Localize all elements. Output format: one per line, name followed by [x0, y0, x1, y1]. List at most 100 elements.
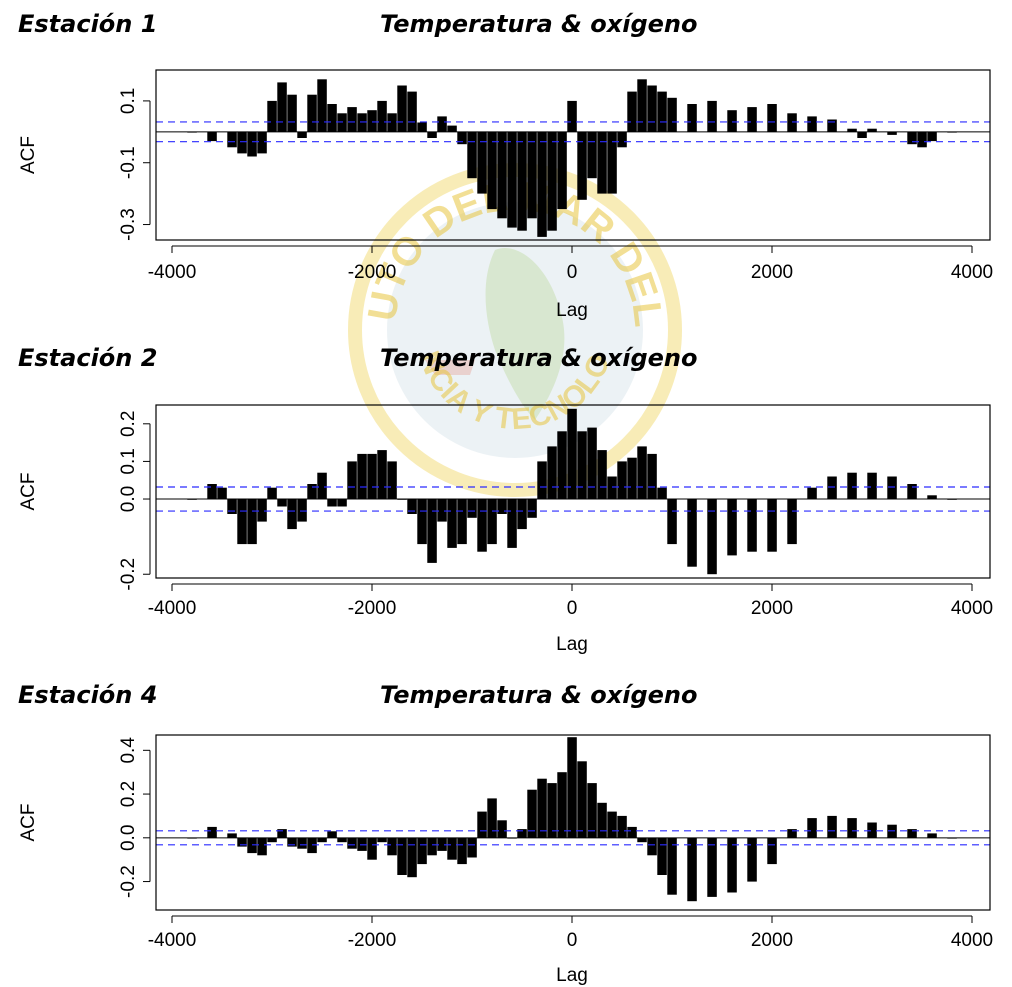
acf-bar [827, 476, 837, 500]
x-tick-label: 4000 [951, 930, 993, 951]
acf-bar [267, 487, 277, 499]
acf-bar [767, 104, 777, 132]
acf-bars [187, 79, 957, 237]
acf-bar [477, 499, 487, 552]
acf-bar [867, 472, 877, 499]
acf-bar [367, 110, 377, 132]
acf-bar [547, 446, 557, 500]
acf-bar [387, 461, 397, 499]
acf-bar [907, 131, 917, 145]
acf-bar [637, 79, 647, 132]
acf-bar [347, 461, 357, 499]
acf-bar [237, 131, 247, 154]
y-axis-label: ACF [18, 804, 39, 842]
acf-bar [387, 113, 397, 132]
acf-bar [827, 815, 837, 838]
acf-bar [917, 131, 927, 148]
y-tick-label: 0.0 [118, 486, 139, 512]
chart-title-2: Temperatura & oxígeno [380, 344, 698, 372]
acf-bar [527, 131, 537, 219]
acf-bar [577, 131, 587, 200]
acf-bar [337, 499, 347, 507]
plot-frame [155, 69, 991, 241]
watermark-seal: INSTITUTO DEL MAR DEL PERU CIENCIA Y TEC… [345, 160, 682, 497]
x-tick-label: 4000 [951, 262, 993, 283]
x-tick-label: 2000 [751, 598, 793, 619]
acf-bar [727, 110, 737, 132]
acf-bar [787, 113, 797, 132]
acf-bar [577, 431, 587, 499]
acf-bar [577, 761, 587, 838]
acf-bar [467, 837, 477, 858]
acf-bar [457, 837, 467, 865]
acf-plot-1: -4000 -2000 0 2000 4000 0.1 -0.1 -0.3 Lag ACF [18, 69, 993, 321]
acf-bar [867, 822, 877, 838]
acf-bar [477, 811, 487, 838]
acf-bar [567, 408, 577, 500]
acf-bar [557, 772, 567, 838]
acf-bar [707, 100, 717, 132]
acf-bar [377, 100, 387, 132]
acf-bar [657, 91, 667, 132]
x-tick-label: 0 [567, 930, 578, 951]
acf-bar [907, 484, 917, 499]
acf-bar [547, 783, 557, 838]
acf-bar [277, 499, 287, 507]
acf-bar [517, 131, 527, 231]
y-tick-label: -0.3 [118, 208, 139, 241]
acf-bar [347, 837, 357, 849]
acf-bar [507, 131, 517, 228]
acf-bar [767, 499, 777, 552]
x-tick-label: -4000 [148, 598, 197, 619]
acf-bar [527, 789, 537, 838]
acf-bar [237, 499, 247, 545]
acf-bar [377, 450, 387, 499]
x-axis-label: Lag [556, 965, 588, 986]
acf-bar [367, 837, 377, 860]
y-tick-label: -0.1 [118, 146, 139, 179]
acf-bar [647, 85, 657, 132]
acf-bar [667, 97, 677, 132]
y-tick-label: 0.2 [118, 781, 139, 807]
acf-bar [407, 499, 417, 514]
y-tick-label: -0.2 [118, 865, 139, 898]
acf-bar [537, 461, 547, 499]
x-tick-label: 0 [567, 262, 578, 283]
acf-bar [257, 837, 267, 856]
acf-bar [747, 107, 757, 132]
acf-bar [617, 131, 627, 148]
acf-bars [187, 408, 957, 575]
acf-bar [467, 499, 477, 518]
acf-bar [647, 837, 657, 856]
acf-bar [587, 783, 597, 838]
y-tick-label: 0.2 [118, 411, 139, 437]
acf-bar [287, 94, 297, 132]
x-tick-label: 4000 [951, 598, 993, 619]
acf-bar [247, 837, 257, 854]
acf-bar [617, 815, 627, 838]
acf-bar [607, 476, 617, 500]
y-tick-label: 0.1 [118, 448, 139, 474]
acf-bar [927, 131, 937, 142]
acf-bar [887, 476, 897, 500]
acf-bar [847, 128, 857, 132]
acf-bar [927, 495, 937, 500]
acf-bar [287, 837, 297, 847]
acf-bar [787, 829, 797, 838]
acf-bar [377, 837, 387, 843]
acf-bar [397, 85, 407, 132]
acf-bar [637, 446, 647, 500]
acf-bar [517, 499, 527, 530]
acf-bar [207, 131, 217, 142]
acf-bar [597, 131, 607, 194]
acf-bar [247, 131, 257, 157]
acf-bar [457, 499, 467, 545]
acf-bar [427, 837, 437, 856]
watermark-map-icon [485, 248, 565, 420]
acf-bar [517, 829, 527, 838]
acf-bar [207, 484, 217, 499]
y-tick-label: -0.2 [118, 558, 139, 591]
y-tick-label: 0.4 [118, 737, 139, 764]
acf-bar [297, 837, 307, 849]
acf-plot-2: -4000 -2000 0 2000 4000 0.2 0.1 0.0 -0.2 Lag ACF [18, 404, 993, 655]
